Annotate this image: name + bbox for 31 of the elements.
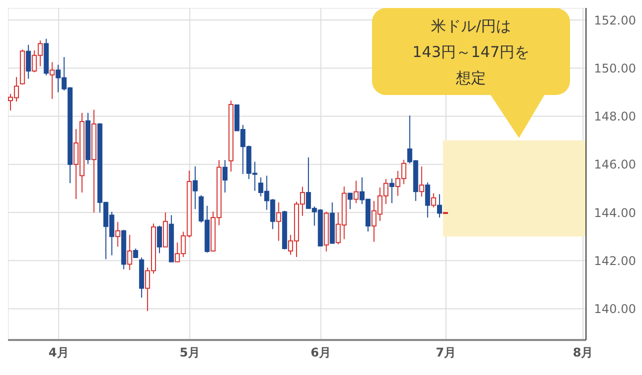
y-tick-label: 146.00 (594, 158, 636, 172)
annotation: 想定 (455, 68, 487, 89)
x-tick-label: 4月 (48, 346, 69, 360)
x-tick-label: 8月 (572, 346, 594, 360)
y-tick-label: 142.00 (594, 254, 636, 268)
candlestick (276, 202, 282, 242)
candlestick (425, 182, 430, 218)
candlestick (431, 192, 436, 208)
candlestick (389, 178, 394, 204)
y-tick-label: 140.00 (594, 302, 636, 316)
candlestick (133, 248, 138, 258)
y-tick-label: 144.00 (594, 206, 636, 220)
y-tick-label: 150.00 (594, 61, 636, 76)
annotation: 143円～147円を (411, 42, 531, 63)
y-tick-label: 152.00 (594, 13, 636, 28)
candlestick (156, 225, 162, 254)
candlestick (419, 166, 424, 198)
y-tick-label: 148.00 (594, 110, 636, 124)
candlestick (127, 234, 132, 270)
annotation: 米ドル/円は (430, 16, 512, 37)
candlestick (50, 62, 55, 100)
x-tick-label: 5月 (180, 346, 200, 360)
candlestick (26, 44, 31, 80)
candlestick (348, 192, 353, 210)
candlestick (192, 166, 198, 210)
candlestick (354, 180, 359, 204)
x-tick-label: 7月 (436, 346, 456, 360)
candlestick (222, 160, 228, 194)
candlestick (437, 194, 442, 218)
x-tick-label: 6月 (310, 346, 332, 360)
candlestick (115, 221, 120, 248)
